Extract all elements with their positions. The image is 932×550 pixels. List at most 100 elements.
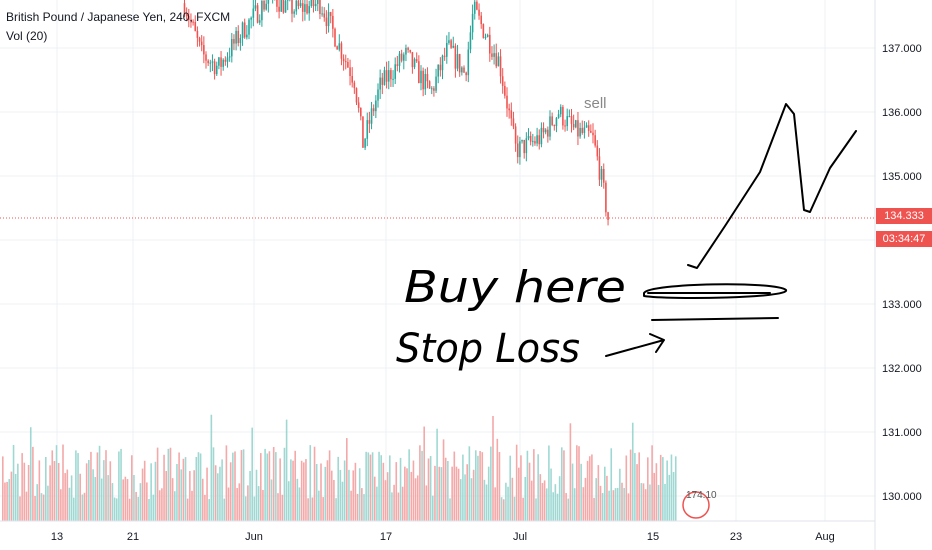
volume-bar: [485, 484, 488, 521]
volume-bar: [507, 486, 509, 521]
volume-bar: [77, 453, 79, 521]
volume-bar: [672, 472, 675, 521]
volume-bar: [644, 489, 647, 521]
projected-price-path: [687, 103, 857, 269]
candle-body: [532, 141, 534, 143]
time-axis[interactable]: 13 21 Jun 17 Jul 15 23 Aug: [0, 520, 875, 543]
candle-body: [293, 11, 295, 14]
volume-bar: [146, 482, 148, 521]
candle-body: [231, 39, 233, 57]
volume-bar: [36, 484, 38, 521]
volume-bar: [171, 478, 174, 521]
volume-bar: [595, 478, 597, 521]
candle-body: [381, 77, 384, 85]
volume-bar: [303, 462, 305, 521]
stop-loss-label: Stop Loss: [396, 326, 580, 372]
volume-bar: [348, 469, 350, 521]
volume-bar: [406, 468, 408, 521]
candle-body: [596, 145, 599, 157]
volume-bar: [32, 446, 34, 521]
volume-bar: [141, 468, 144, 521]
volume-bar: [92, 469, 94, 521]
volume-bar: [120, 448, 122, 521]
volume-bar: [642, 483, 645, 521]
candle-body: [521, 139, 523, 142]
volume-bar: [533, 449, 535, 521]
candle-body: [258, 20, 261, 23]
candle-body: [183, 3, 186, 15]
candle-body: [557, 114, 560, 118]
volume-bar: [541, 483, 544, 521]
candle-body: [443, 55, 446, 57]
volume-bar: [17, 463, 19, 521]
price-tick-label: 137.000: [882, 43, 922, 55]
volume-bar: [393, 484, 395, 521]
volume-bar: [6, 481, 8, 521]
volume-bar: [191, 490, 193, 521]
candle-body: [263, 0, 265, 10]
volume-bar: [124, 476, 127, 521]
candle-body: [192, 21, 194, 23]
volume-bar: [477, 455, 479, 521]
volume-bar: [204, 494, 206, 521]
candle-body: [540, 127, 543, 145]
candle-body: [553, 124, 556, 127]
volume-bar: [184, 457, 187, 521]
volume-bar: [634, 453, 636, 521]
volume-bar: [350, 490, 352, 521]
candle-body: [497, 56, 500, 67]
volume-bar: [335, 498, 337, 521]
candle-body: [338, 43, 341, 50]
candle-body: [489, 34, 491, 54]
time-tick-label: 13: [51, 531, 63, 543]
volume-bar: [47, 485, 49, 521]
candle-body: [317, 0, 319, 4]
volume-bar: [270, 479, 273, 521]
volume-bar: [414, 478, 417, 521]
volume-bar: [277, 493, 279, 521]
volume-bar: [214, 465, 217, 521]
time-tick-label: Jul: [513, 531, 527, 543]
volume-bar: [647, 457, 649, 521]
volume-bar: [535, 498, 537, 521]
candle-body: [430, 88, 433, 90]
volume-bar: [152, 494, 155, 521]
price-axis[interactable]: 137.000136.000135.000134.000133.000132.0…: [874, 0, 922, 550]
volume-bar: [19, 496, 21, 521]
candle-body: [390, 70, 392, 80]
candle-body: [461, 67, 463, 73]
candle-body: [351, 75, 353, 83]
candle-body: [196, 30, 199, 38]
volume-bar: [378, 451, 380, 521]
volume-bar: [122, 479, 124, 521]
volume-bar: [264, 448, 266, 521]
volume-bar: [328, 450, 331, 521]
volume-bar: [580, 463, 582, 521]
volume-bar: [103, 460, 105, 521]
candle-body: [523, 139, 525, 154]
candle-body: [605, 182, 607, 213]
volume-bar: [298, 487, 301, 521]
candle-body: [456, 54, 459, 69]
volume-bar: [520, 455, 522, 521]
stop-loss-line: [651, 317, 779, 321]
volume-bar: [247, 485, 249, 521]
candle-body: [226, 57, 229, 62]
candle-body: [224, 59, 227, 62]
candle-body: [203, 45, 205, 55]
volume-bar: [670, 454, 673, 521]
candle-body: [340, 43, 343, 59]
volume-bar: [367, 452, 370, 521]
volume-bar: [361, 488, 363, 521]
candle-body: [213, 61, 216, 75]
candle-body: [499, 56, 502, 77]
volume-bar: [53, 461, 56, 521]
candle-body: [415, 59, 418, 62]
volume-bar: [593, 497, 595, 521]
volume-bar: [638, 452, 640, 521]
volume-bar: [4, 482, 6, 521]
volume-bar: [561, 447, 563, 521]
candle-body: [239, 38, 242, 44]
event-marker-icon[interactable]: [682, 491, 710, 519]
time-tick-label: Jun: [245, 531, 263, 543]
